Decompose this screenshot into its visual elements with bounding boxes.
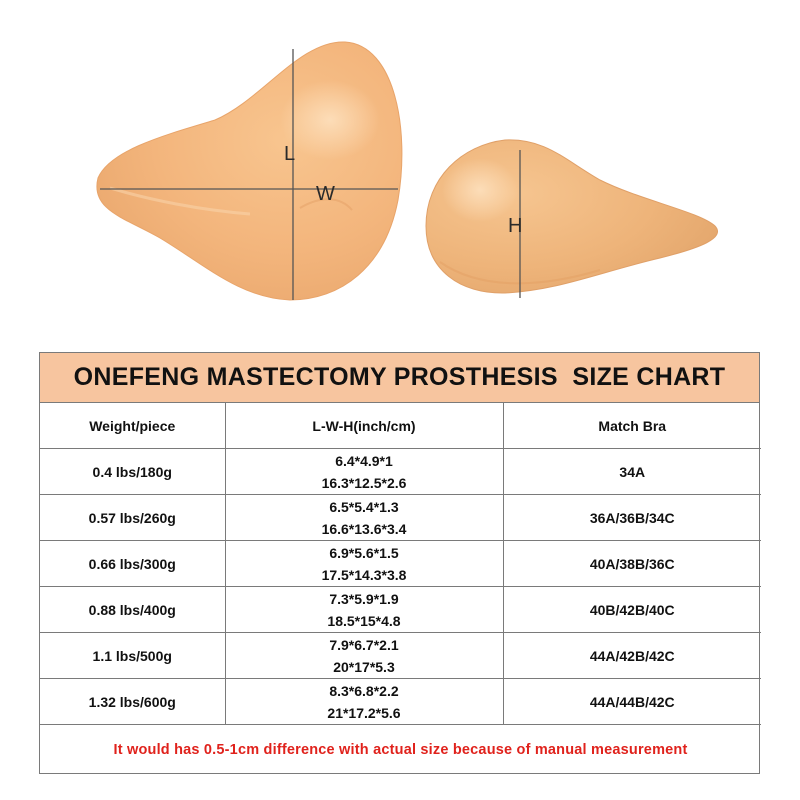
- bra-cell: 44A/44B/42C: [502, 678, 761, 725]
- bra-cell: 36A/36B/34C: [502, 494, 761, 541]
- dimensions-cm: 16.3*12.5*2.6: [321, 474, 407, 491]
- size-chart: ONEFENG MASTECTOMY PROSTHESIS SIZE CHART…: [39, 352, 761, 774]
- dimensions-inch: 7.9*6.7*2.1: [329, 636, 399, 653]
- dimensions-cm: 21*17.2*5.6: [327, 704, 401, 721]
- dimensions-cell: 7.9*6.7*2.1 20*17*5.3: [224, 632, 504, 679]
- table-header-row: Weight/piece L-W-H(inch/cm) Match Bra: [40, 403, 761, 449]
- chart-title: ONEFENG MASTECTOMY PROSTHESIS SIZE CHART: [40, 353, 759, 403]
- dimensions-cm: 16.6*13.6*3.4: [321, 520, 407, 537]
- weight-cell: 1.32 lbs/600g: [40, 678, 226, 725]
- side-view-prosthesis: H: [425, 139, 718, 298]
- weight-cell: 0.88 lbs/400g: [40, 586, 226, 633]
- weight-cell: 0.57 lbs/260g: [40, 494, 226, 541]
- size-table: Weight/piece L-W-H(inch/cm) Match Bra 0.…: [40, 403, 761, 774]
- dimensions-cell: 6.5*5.4*1.3 16.6*13.6*3.4: [224, 494, 504, 541]
- header-match-bra: Match Bra: [502, 403, 761, 449]
- dimensions-inch: 7.3*5.9*1.9: [329, 590, 399, 607]
- dimensions-cell: 6.9*5.6*1.5 17.5*14.3*3.8: [224, 540, 504, 587]
- height-label: H: [508, 215, 522, 237]
- width-label: W: [316, 183, 335, 205]
- weight-cell: 1.1 lbs/500g: [40, 632, 226, 679]
- dimensions-cell: 7.3*5.9*1.9 18.5*15*4.8: [224, 586, 504, 633]
- dimensions-cell: 8.3*6.8*2.2 21*17.2*5.6: [224, 678, 504, 725]
- dimensions-cm: 20*17*5.3: [333, 658, 395, 675]
- dimensions-inch: 8.3*6.8*2.2: [329, 682, 399, 699]
- measurement-note: It would has 0.5-1cm difference with act…: [40, 724, 761, 774]
- weight-cell: 0.66 lbs/300g: [40, 540, 226, 587]
- dimensions-inch: 6.4*4.9*1: [335, 452, 393, 469]
- header-weight: Weight/piece: [40, 403, 226, 449]
- table-row: 1.32 lbs/600g 8.3*6.8*2.2 21*17.2*5.6 44A…: [40, 678, 761, 725]
- header-dimensions: L-W-H(inch/cm): [224, 403, 504, 449]
- dimensions-inch: 6.5*5.4*1.3: [329, 498, 399, 515]
- dimensions-cm: 18.5*15*4.8: [327, 612, 401, 629]
- product-photo: L W H: [96, 41, 718, 301]
- note-row: It would has 0.5-1cm difference with act…: [40, 724, 761, 774]
- bra-cell: 44A/42B/42C: [502, 632, 761, 679]
- length-label: L: [284, 143, 295, 165]
- weight-cell: 0.4 lbs/180g: [40, 448, 226, 495]
- table-row: 0.66 lbs/300g 6.9*5.6*1.5 17.5*14.3*3.8 4…: [40, 540, 761, 587]
- bra-cell: 40B/42B/40C: [502, 586, 761, 633]
- bra-cell: 40A/38B/36C: [502, 540, 761, 587]
- dimensions-cm: 17.5*14.3*3.8: [321, 566, 407, 583]
- dimensions-inch: 6.9*5.6*1.5: [329, 544, 399, 561]
- table-row: 0.88 lbs/400g 7.3*5.9*1.9 18.5*15*4.8 40B…: [40, 586, 761, 633]
- table-row: 0.57 lbs/260g 6.5*5.4*1.3 16.6*13.6*3.4 3…: [40, 494, 761, 541]
- bra-cell: 34A: [502, 448, 761, 495]
- table-row: 0.4 lbs/180g 6.4*4.9*1 16.3*12.5*2.6 34A: [40, 448, 761, 495]
- front-view-prosthesis: L W: [96, 41, 403, 301]
- table-row: 1.1 lbs/500g 7.9*6.7*2.1 20*17*5.3 44A/42…: [40, 632, 761, 679]
- dimensions-cell: 6.4*4.9*1 16.3*12.5*2.6: [224, 448, 504, 495]
